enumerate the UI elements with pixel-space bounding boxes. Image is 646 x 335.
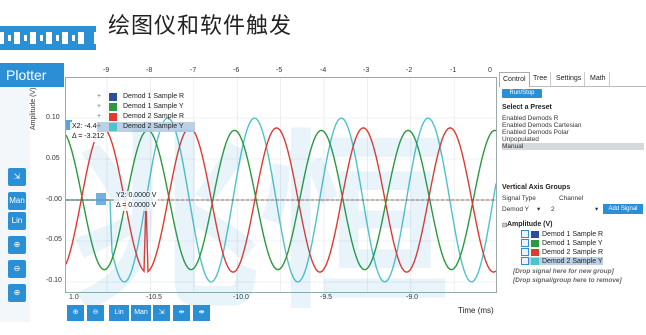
zoom-out-icon[interactable]: ⊖ bbox=[8, 260, 26, 278]
signal-type-label: Signal Type bbox=[502, 195, 536, 202]
checkbox[interactable] bbox=[521, 248, 529, 256]
bottom-tick: 1.0 bbox=[69, 294, 79, 301]
bottom-ticks: 1.0 -10.5 -10.0 -9.5 -9.0 bbox=[66, 294, 498, 304]
brand-logo bbox=[0, 0, 96, 60]
drop-new-group-zone[interactable]: [Drop signal here for new group] bbox=[513, 268, 614, 275]
y-tick: -0.10 bbox=[46, 277, 62, 284]
cursor-icon[interactable]: ⇹ bbox=[173, 305, 190, 321]
tab-settings[interactable]: Settings bbox=[553, 72, 586, 86]
tab-plotter[interactable]: Plotter bbox=[0, 63, 64, 87]
cursor-dx-readout: Δ = -3.212 bbox=[70, 132, 107, 142]
top-tick: -6 bbox=[233, 67, 240, 74]
drop-remove-zone[interactable]: [Drop signal/group here to remove] bbox=[513, 277, 622, 284]
series-line bbox=[66, 117, 496, 283]
signal-item[interactable]: Demod 2 Sample Y bbox=[521, 257, 603, 265]
collapse-icon[interactable]: ⊟ bbox=[502, 222, 508, 229]
chevron-down-icon[interactable]: ▾ bbox=[595, 206, 599, 213]
plot-legend: + Demod 1 Sample R + Demod 1 Sample Y + Dem… bbox=[97, 92, 195, 132]
legend-item[interactable]: + Demod 1 Sample Y bbox=[97, 103, 184, 111]
preset-item[interactable]: Unpopulated bbox=[502, 136, 539, 143]
y-tick: 0.05 bbox=[46, 155, 60, 162]
select-preset-title: Select a Preset bbox=[502, 104, 552, 111]
lin-button[interactable]: Lin bbox=[8, 212, 26, 230]
man-button[interactable]: Man bbox=[131, 305, 151, 321]
zoom-out-icon[interactable]: ⊖ bbox=[87, 305, 104, 321]
zoom-in-icon[interactable]: ⊕ bbox=[8, 236, 26, 254]
signal-item[interactable]: Demod 1 Sample R bbox=[521, 230, 603, 238]
vertical-axis-groups-title: Vertical Axis Groups bbox=[502, 184, 571, 191]
top-tick: -4 bbox=[320, 67, 327, 74]
preset-item[interactable]: Manual bbox=[502, 143, 644, 150]
cursor-icon[interactable]: ⇼ bbox=[193, 305, 210, 321]
panel-tabs: Control Tree Settings Math bbox=[499, 72, 646, 87]
y-tick: -0.00 bbox=[46, 196, 62, 203]
plus-icon: + bbox=[97, 113, 102, 120]
lin-button[interactable]: Lin bbox=[109, 305, 129, 321]
top-tick: -3 bbox=[363, 67, 370, 74]
amplitude-group[interactable]: Amplitude (V) bbox=[507, 221, 553, 228]
preset-item[interactable]: Enabled Demods R bbox=[502, 115, 559, 122]
checkbox[interactable] bbox=[521, 257, 529, 265]
legend-item[interactable]: + Demod 1 Sample R bbox=[97, 93, 185, 101]
bottom-toolbar: ⊕ ⊖ Lin Man ⇲ ⇹ ⇼ bbox=[65, 305, 465, 322]
checkbox[interactable] bbox=[521, 230, 529, 238]
top-tick: 0 bbox=[488, 67, 492, 74]
y-tick: -0.05 bbox=[46, 236, 62, 243]
page-title: 绘图仪和软件触发 bbox=[108, 14, 293, 39]
zoom-fit-icon[interactable]: ⊕ bbox=[8, 284, 26, 302]
signal-item[interactable]: Demod 1 Sample Y bbox=[521, 239, 603, 247]
channel-select[interactable]: 2 bbox=[551, 206, 555, 213]
run-stop-button[interactable]: Run/Stop bbox=[502, 89, 542, 98]
top-tick: -9 bbox=[103, 67, 110, 74]
top-tick: -7 bbox=[190, 67, 197, 74]
plus-icon: + bbox=[97, 103, 102, 110]
top-tick: -2 bbox=[406, 67, 413, 74]
legend-item[interactable]: + Demod 2 Sample Y bbox=[97, 122, 195, 132]
cursor-y2-readout: Y2: 0.0000 V bbox=[114, 191, 159, 201]
plus-icon: + bbox=[97, 93, 102, 100]
series-line bbox=[66, 127, 496, 274]
tab-math[interactable]: Math bbox=[587, 72, 610, 86]
plot-area[interactable]: X2: -4.40/ Δ = -3.212 Y2: 0.0000 V Δ = 0… bbox=[65, 67, 497, 301]
control-panel: Control Tree Settings Math Run/Stop Sele… bbox=[499, 72, 646, 322]
signal-item[interactable]: Demod 2 Sample R bbox=[521, 248, 603, 256]
legend-item[interactable]: + Demod 2 Sample R bbox=[97, 113, 185, 121]
checkbox[interactable] bbox=[521, 239, 529, 247]
series-line bbox=[66, 129, 496, 271]
chevron-down-icon[interactable]: ▾ bbox=[537, 206, 541, 213]
preset-item[interactable]: Enabled Demods Polar bbox=[502, 129, 569, 136]
scale-icon[interactable]: ⇲ bbox=[8, 168, 26, 186]
man-button[interactable]: Man bbox=[8, 192, 26, 210]
top-tick: -5 bbox=[276, 67, 283, 74]
bottom-tick: -9.5 bbox=[320, 294, 333, 301]
tab-tree[interactable]: Tree bbox=[530, 72, 552, 86]
top-tick: -8 bbox=[146, 67, 153, 74]
signal-type-select[interactable]: Demod Y bbox=[502, 206, 529, 213]
channel-label: Channel bbox=[559, 195, 584, 202]
top-tick: -1 bbox=[450, 67, 457, 74]
cursor-x2-readout: X2: -4.40/ bbox=[70, 122, 107, 132]
cursor-dy-readout: Δ = 0.0000 V bbox=[114, 201, 159, 211]
bottom-tick: -10.5 bbox=[146, 294, 162, 301]
add-signal-button[interactable]: Add Signal bbox=[603, 204, 643, 214]
top-ticks: -9 -8 -7 -6 -5 -4 -3 -2 -1 0 bbox=[66, 67, 498, 77]
tab-control[interactable]: Control bbox=[499, 72, 530, 87]
bottom-tick: -10.0 bbox=[233, 294, 249, 301]
plus-icon: + bbox=[97, 123, 102, 130]
zoom-in-icon[interactable]: ⊕ bbox=[67, 305, 84, 321]
preset-item[interactable]: Enabled Demods Cartesian bbox=[502, 122, 582, 129]
y-axis-label: Amplitude (V) bbox=[30, 87, 37, 130]
time-axis-label: Time (ms) bbox=[458, 306, 494, 315]
preset-list: Enabled Demods R Enabled Demods Cartesia… bbox=[502, 115, 644, 150]
scale-icon[interactable]: ⇲ bbox=[153, 305, 170, 321]
left-toolbar: ⇲ Man Lin ⊕ ⊖ ⊕ bbox=[0, 88, 30, 322]
y-tick: 0.10 bbox=[46, 114, 60, 121]
bottom-tick: -9.0 bbox=[406, 294, 419, 301]
